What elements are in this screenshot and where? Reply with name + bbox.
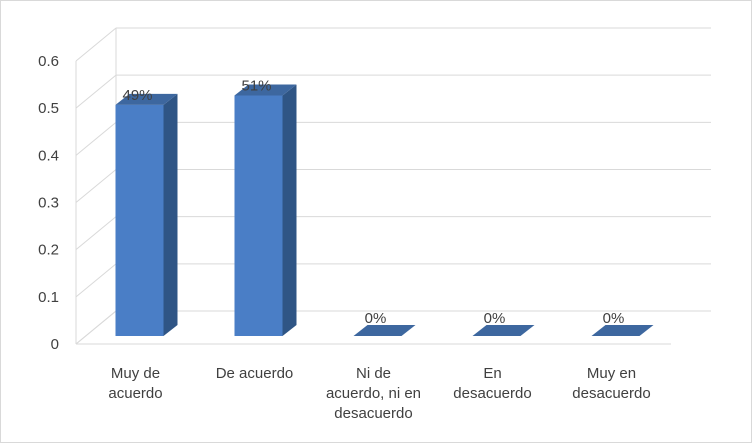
y-tick-label: 0.6	[38, 53, 59, 70]
bar-top	[115, 93, 178, 105]
gridline-diagonal	[75, 74, 117, 109]
y-tick-label: 0.2	[38, 242, 59, 259]
x-tick-label: En	[483, 365, 501, 382]
x-tick-label: acuerdo	[108, 385, 162, 402]
x-tick-label: desacuerdo	[572, 385, 650, 402]
bar-side	[163, 93, 178, 336]
data-label: 0%	[484, 310, 506, 327]
bar-top	[234, 84, 297, 96]
gridline-diagonal	[75, 121, 117, 156]
bar-top	[591, 325, 654, 336]
data-label: 51%	[241, 77, 271, 94]
x-tick-label: De acuerdo	[216, 365, 294, 382]
x-tick-label: Muy en	[587, 365, 636, 382]
y-tick-label: 0	[51, 336, 59, 353]
bar-top	[472, 325, 535, 336]
gridline-diagonal	[75, 169, 117, 203]
bar-front	[234, 95, 283, 336]
x-tick-label: desacuerdo	[453, 385, 531, 402]
gridline-diagonal	[75, 27, 117, 62]
gridline-diagonal	[75, 310, 117, 345]
x-tick-label: acuerdo, ni en	[326, 385, 421, 402]
y-tick-label: 0.1	[38, 289, 59, 306]
y-tick-label: 0.4	[38, 147, 59, 164]
bar-side	[282, 84, 297, 336]
x-tick-label: Ni de	[356, 365, 391, 382]
data-label: 49%	[122, 87, 152, 104]
y-tick-label: 0.5	[38, 100, 59, 117]
gridline-diagonal	[75, 263, 117, 298]
x-tick-label: Muy de	[111, 365, 160, 382]
x-tick-label: desacuerdo	[334, 405, 412, 422]
bar-top	[353, 325, 416, 336]
data-label: 0%	[603, 310, 625, 327]
y-tick-label: 0.3	[38, 195, 59, 212]
gridline-diagonal	[75, 216, 117, 251]
data-label: 0%	[365, 310, 387, 327]
bar-front	[115, 104, 164, 336]
